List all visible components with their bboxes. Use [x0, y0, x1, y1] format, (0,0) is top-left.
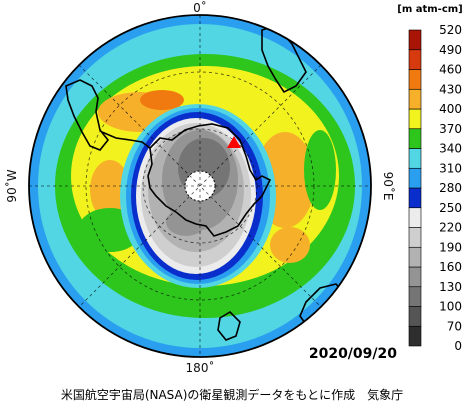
colorbar-swatch: [408, 167, 422, 189]
colorbar: [m atm-cm] 0 70 100 130 160 190 220 250 280 310 34…: [397, 4, 463, 353]
colorbar-swatch: [408, 128, 422, 149]
colorbar-tick-label: 340: [439, 142, 462, 156]
colorbar-tick-label: 460: [439, 63, 462, 77]
colorbar-swatches: [408, 29, 422, 347]
colorbar-swatch: [408, 187, 422, 209]
data-credit: 米国航空宇宙局(NASA)の衛星観測データをもとに作成 気象庁: [61, 387, 403, 402]
colorbar-swatch: [408, 266, 422, 288]
label-90e: 90˚E: [381, 172, 396, 201]
colorbar-swatch: [408, 148, 422, 169]
colorbar-swatch: [408, 246, 422, 268]
map-boundary: [28, 14, 372, 358]
label-0-degrees: 0˚: [193, 0, 207, 15]
colorbar-swatch: [408, 306, 422, 327]
colorbar-tick-label: 130: [439, 280, 462, 294]
station-marker-triangle: [227, 136, 241, 148]
colorbar-tick-label: 280: [439, 181, 462, 195]
colorbar-swatch: [408, 227, 422, 248]
colorbar-tick-label: 0: [454, 339, 462, 353]
colorbar-tick-label: 160: [439, 260, 462, 274]
colorbar-tick-label: 70: [447, 319, 462, 333]
colorbar-tick-label: 220: [439, 221, 462, 235]
colorbar-swatch: [408, 108, 422, 130]
colorbar-swatch: [408, 49, 422, 70]
colorbar-swatch: [408, 69, 422, 90]
colorbar-tick-label: 520: [439, 23, 462, 37]
colorbar-unit: [m atm-cm]: [397, 4, 463, 15]
colorbar-tick-label: 490: [439, 43, 462, 57]
label-90w: 90˚W: [4, 169, 19, 202]
colorbar-tick-label: 400: [439, 102, 462, 116]
observation-date: 2020/09/20: [309, 346, 397, 362]
colorbar-swatch: [408, 286, 422, 307]
colorbar-tick-label: 370: [439, 122, 462, 136]
antarctic-peninsula-outline: [101, 131, 151, 149]
colorbar-tick-label: 190: [439, 240, 462, 254]
colorbar-tick-labels: 0 70 100 130 160 190 220 250 280 310 340 370 400 430 4…: [439, 23, 462, 353]
colorbar-swatch: [408, 29, 422, 51]
colorbar-swatch: [408, 207, 422, 228]
graticule: [29, 15, 371, 357]
colorbar-swatch: [408, 88, 422, 110]
colorbar-tick-label: 310: [439, 161, 462, 175]
colorbar-tick-label: 250: [439, 201, 462, 215]
south-america-outline: [65, 79, 110, 151]
label-180-degrees: 180˚: [186, 360, 215, 375]
new-zealand-outline: [217, 310, 241, 341]
colorbar-tick-label: 100: [439, 300, 462, 314]
colorbar-swatch: [408, 325, 422, 347]
colorbar-tick-label: 430: [439, 82, 462, 96]
